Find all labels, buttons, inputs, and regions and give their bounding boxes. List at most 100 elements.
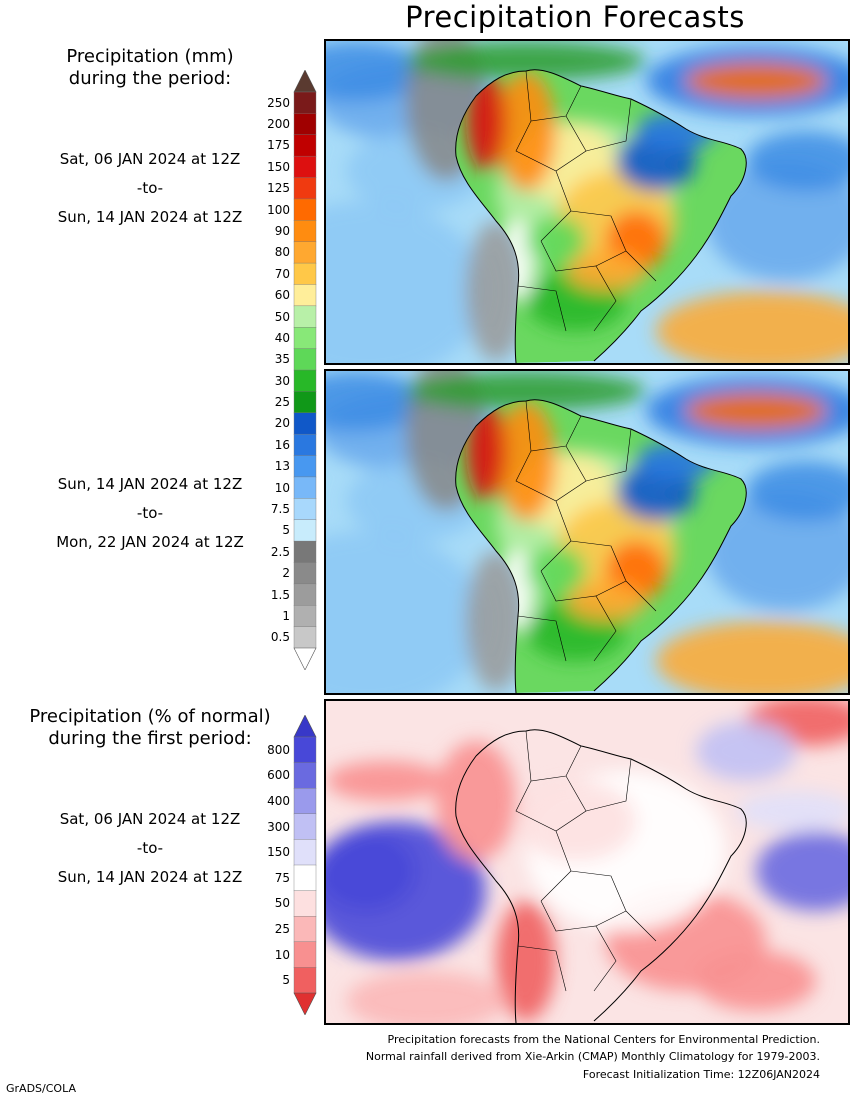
- mm-colorbar-swatch: [293, 220, 317, 243]
- mm-colorbar-tick-label: 200: [267, 117, 290, 132]
- percent-colorbar-tick-label: 600: [267, 768, 290, 783]
- period-1-sep: -to-: [136, 179, 164, 197]
- mm-colorbar-swatch: [293, 476, 317, 499]
- percent-colorbar-swatch: [293, 813, 317, 840]
- mm-colorbar-tick-label: 20: [274, 416, 290, 431]
- credit-label: GrADS/COLA: [6, 1082, 76, 1095]
- period-3-end: Sun, 14 JAN 2024 at 12Z: [57, 868, 243, 886]
- map-map1-graphic: [326, 41, 848, 363]
- map-percent-normal: [324, 699, 850, 1025]
- page-title: Precipitation Forecasts: [405, 0, 745, 34]
- period-1-start: Sat, 06 JAN 2024 at 12Z: [59, 150, 241, 168]
- mm-colorbar-tick-label: 5: [282, 523, 290, 538]
- footer-init-time: Forecast Initialization Time: 12Z06JAN20…: [582, 1068, 820, 1081]
- period-3-sep: -to-: [136, 839, 164, 857]
- period-2-sep: -to-: [136, 504, 164, 522]
- period-1-label: Sat, 06 JAN 2024 at 12Z -to- Sun, 14 JAN…: [20, 147, 280, 230]
- percent-colorbar-swatch: [293, 941, 317, 968]
- period-3-label: Sat, 06 JAN 2024 at 12Z -to- Sun, 14 JAN…: [20, 807, 280, 890]
- percent-colorbar-tick-label: 400: [267, 794, 290, 808]
- mm-colorbar-tick-label: 250: [267, 95, 290, 110]
- mm-colorbar-tick-label: 40: [274, 330, 290, 345]
- percent-colorbar-swatch: [293, 787, 317, 815]
- percent-colorbar-swatch: [293, 839, 317, 866]
- mm-colorbar-swatch: [293, 605, 317, 628]
- mm-colorbar-tick-label: 13: [274, 459, 290, 474]
- mm-colorbar-swatch: [293, 433, 317, 457]
- mm-colorbar-swatch: [293, 455, 317, 478]
- mm-colorbar-swatch: [293, 155, 317, 179]
- mm-colorbar-tick-label: 7.5: [270, 502, 290, 516]
- mm-colorbar-swatch: [293, 198, 317, 221]
- mm-colorbar-tick-label: 100: [267, 202, 290, 217]
- mm-colorbar-swatch: [293, 626, 317, 649]
- mm-colorbar-swatch: [293, 519, 317, 542]
- mm-colorbar-swatch: [293, 305, 317, 328]
- amount-heading-line1: Precipitation (mm): [66, 46, 234, 67]
- percent-colorbar-tick-label: 5: [282, 973, 290, 988]
- amount-heading: Precipitation (mm) during the period:: [30, 46, 270, 90]
- percent-colorbar-bottom-arrow: [293, 992, 317, 1015]
- mm-colorbar-tick-label: 90: [274, 224, 290, 238]
- mm-colorbar-swatch: [293, 262, 317, 285]
- mm-colorbar-swatch: [293, 562, 317, 585]
- mm-colorbar-tick-label: 30: [274, 373, 290, 388]
- period-3-start: Sat, 06 JAN 2024 at 12Z: [59, 810, 241, 828]
- mm-colorbar-tick-label: 150: [267, 159, 290, 174]
- mm-colorbar-swatch: [293, 583, 317, 606]
- percent-colorbar-tick-label: 10: [274, 947, 290, 962]
- percent-heading-line2: during the first period:: [48, 728, 252, 749]
- mm-colorbar-swatch: [293, 241, 317, 264]
- percent-colorbar-tick-label: 75: [274, 870, 290, 885]
- mm-colorbar-tick-label: 0.5: [270, 630, 290, 645]
- map-period-1: [324, 39, 850, 365]
- percent-colorbar-top-arrow: [293, 715, 317, 738]
- map-period-2: [324, 369, 850, 695]
- mm-colorbar-bottom-arrow: [293, 647, 317, 670]
- percent-colorbar-swatch: [293, 967, 317, 994]
- mm-colorbar-tick-label: 60: [274, 288, 290, 303]
- period-2-end: Mon, 22 JAN 2024 at 12Z: [56, 533, 244, 551]
- percent-colorbar-swatch: [293, 762, 317, 789]
- mm-colorbar-tick-label: 1.5: [270, 587, 290, 602]
- percent-colorbar-tick-label: 800: [267, 742, 290, 757]
- period-2-label: Sun, 14 JAN 2024 at 12Z -to- Mon, 22 JAN…: [20, 472, 280, 555]
- mm-colorbar-swatch: [293, 284, 317, 307]
- mm-colorbar-swatch: [293, 327, 317, 350]
- mm-colorbar-tick-label: 80: [274, 245, 290, 260]
- percent-colorbar-swatch: [293, 915, 317, 943]
- mm-colorbar: 250 200 175 150 125 100 90 80 70 60 50 40 35 30 25 20 16…: [250, 70, 330, 670]
- map-map3-graphic: [326, 701, 848, 1023]
- mm-colorbar-tick-label: 50: [274, 309, 290, 324]
- mm-colorbar-tick-label: 2.5: [270, 544, 290, 559]
- period-2-start: Sun, 14 JAN 2024 at 12Z: [57, 475, 243, 493]
- mm-colorbar-top-arrow: [293, 70, 317, 93]
- footer-climatology-line: Normal rainfall derived from Xie-Arkin (…: [365, 1050, 820, 1063]
- mm-colorbar-swatch: [293, 412, 317, 435]
- mm-colorbar-tick-label: 1: [282, 608, 290, 623]
- percent-colorbar-swatch: [293, 890, 317, 917]
- mm-colorbar-tick-label: 25: [274, 395, 290, 410]
- map-map2-graphic: [326, 371, 848, 693]
- percent-colorbar-graphic: [293, 715, 317, 1015]
- footer-source-line: Precipitation forecasts from the Nationa…: [387, 1033, 821, 1046]
- percent-colorbar-tick-label: 150: [267, 845, 290, 860]
- percent-heading: Precipitation (% of normal) during the f…: [10, 706, 290, 750]
- mm-colorbar-tick-label: 35: [274, 352, 290, 367]
- mm-colorbar-tick-label: 2: [282, 566, 290, 581]
- mm-colorbar-graphic: [293, 70, 317, 670]
- mm-colorbar-tick-label: 175: [267, 138, 290, 153]
- mm-colorbar-swatch: [293, 134, 317, 157]
- mm-colorbar-swatch: [293, 369, 317, 392]
- percent-colorbar-tick-label: 25: [274, 922, 290, 936]
- mm-colorbar-swatch: [293, 391, 317, 414]
- percent-heading-line1: Precipitation (% of normal): [29, 706, 271, 727]
- mm-colorbar-swatch: [293, 348, 317, 371]
- mm-colorbar-swatch: [293, 91, 317, 114]
- amount-heading-line2: during the period:: [68, 68, 232, 89]
- mm-colorbar-tick-label: 70: [274, 266, 290, 281]
- mm-colorbar-tick-label: 10: [274, 480, 290, 495]
- percent-colorbar: 800 600 400 300 150 75 50 25 10 5: [250, 715, 330, 1015]
- mm-colorbar-swatch: [293, 498, 317, 521]
- mm-colorbar-swatch: [293, 540, 317, 563]
